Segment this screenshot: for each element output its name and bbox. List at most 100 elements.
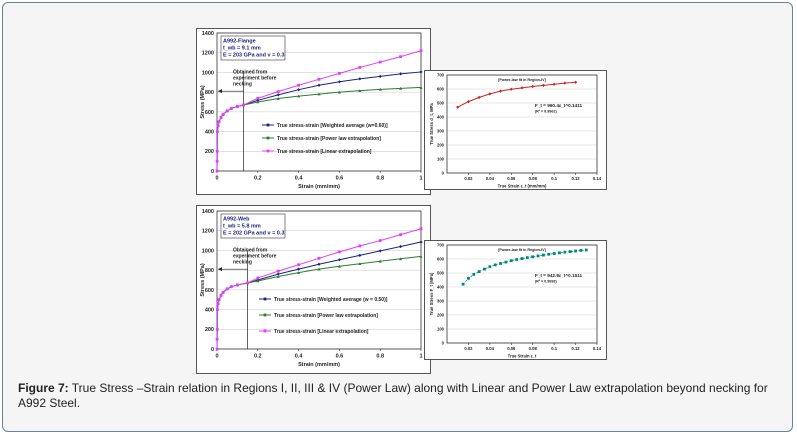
y-tick-label: 600 [437,86,445,91]
data-point [216,308,219,311]
data-point [531,255,535,259]
data-point [419,254,423,258]
x-axis-label: Strain (mm/mm) [298,184,340,190]
series-line [457,81,576,108]
data-point [221,290,225,294]
legend-swatch-marker [266,149,270,153]
x-tick-label: 0.8 [376,354,384,360]
y-tick-label: 500 [437,270,445,275]
x-tick-label: 0.14 [593,176,602,181]
annotation-line: A992-Flange [223,39,256,45]
data-point [215,149,219,153]
y-tick-label: 200 [437,312,445,317]
data-point [574,249,577,253]
y-tick-label: 1400 [202,31,214,37]
data-point [488,265,492,269]
y-tick-label: 1400 [202,209,214,215]
y-tick-label: 400 [205,307,214,313]
annotation-line: E = 202 GPa and ν = 0.3 [223,231,284,237]
data-point [378,259,382,263]
data-point [297,263,300,267]
flange-chart-panel: 0 200 400 600 800 1000 1200 1400 0 0.2 0.4 0.6 0.8 1 S… [196,28,431,195]
data-point [358,262,362,266]
y-tick-label: 0 [211,169,214,175]
data-point [467,276,470,280]
data-point [541,83,546,87]
data-point [456,105,460,109]
data-point [584,248,588,252]
fit-equation: F_t = 942.8ε_t^0.1511 [535,273,583,278]
x-tick-label: 0.12 [571,346,580,351]
data-point [579,249,583,252]
data-point [216,302,220,306]
y-tick-label: 1000 [202,70,214,76]
necking-arrowhead [218,267,222,272]
data-point [276,275,280,278]
necking-arrowhead [218,89,222,94]
data-point [225,287,229,291]
y-tick-label: 800 [205,90,214,96]
annotation-box [220,35,286,61]
annotation-line: t_wb = 9.1 mm [223,46,261,52]
data-point [358,244,362,248]
chart-title: [Power-law fit in Region-IV] [498,248,547,252]
data-point [337,264,341,268]
flange-stress-strain-chart: 0 200 400 600 800 1000 1200 1400 0 0.2 0.4 0.6 0.8 1 S… [200,31,423,190]
data-point [358,253,362,257]
chart-title: [Power-law fit in Region-IV] [498,78,547,82]
legend-entry: True stress-strain [Weighted average (w=… [277,123,388,129]
data-point [515,258,519,261]
data-point [236,283,239,287]
legend-entry: True stress-strain [Linear extrapolation… [274,329,369,335]
series-line [216,86,422,172]
y-tick-label: 200 [205,149,214,155]
data-point [472,273,476,276]
data-point [358,89,362,92]
data-point [317,267,321,271]
x-tick-label: 1 [419,176,422,182]
x-axis-label: True Strain ε_t (mm/mm) [498,183,547,188]
data-point [378,249,382,253]
plot-area-border [446,74,598,174]
y-tick-label: 300 [437,298,445,303]
y-tick-label: 600 [437,256,445,261]
data-point [558,251,561,255]
legend-swatch-marker [263,313,267,317]
plot-area-border [216,32,422,172]
data-point [378,60,382,64]
data-point [297,88,301,92]
necking-note-line: experiment before [233,75,277,81]
data-point [217,120,221,124]
legend-entry: True stress-strain [Power law extrapolat… [277,136,381,142]
y-tick-label: 600 [205,110,214,116]
fit-curve [462,249,587,285]
x-tick-label: 0.14 [593,346,602,351]
data-point [477,95,481,99]
necking-note-line: necking [233,81,252,87]
y-tick-label: 1200 [202,229,214,235]
y-axis-label: True Stress σ_t, MPa [429,103,434,145]
data-point [419,227,423,231]
data-point [509,259,513,263]
y-tick-label: 100 [437,326,445,331]
data-point [493,263,497,267]
data-point [215,347,219,351]
data-point [525,256,529,259]
x-tick-label: 0.1 [551,346,557,351]
data-point [563,250,567,254]
necking-note-line: experiment before [233,253,277,259]
y-tick-label: 0 [442,340,445,345]
web-inset-panel: 0 100 200 300 400 500 600 700 0.02 0.04 0.06 0.08 0.… [424,240,607,360]
data-point [236,105,239,108]
y-tick-label: 0 [442,170,445,175]
data-point [216,124,220,128]
data-point [547,252,551,256]
x-tick-label: 0.12 [571,176,580,181]
data-point [215,159,219,163]
data-point [337,258,341,262]
necking-note-line: Obtained from [233,247,268,253]
data-point [215,327,219,331]
data-point [215,337,219,341]
y-tick-label: 500 [437,100,445,105]
data-point [552,82,556,86]
